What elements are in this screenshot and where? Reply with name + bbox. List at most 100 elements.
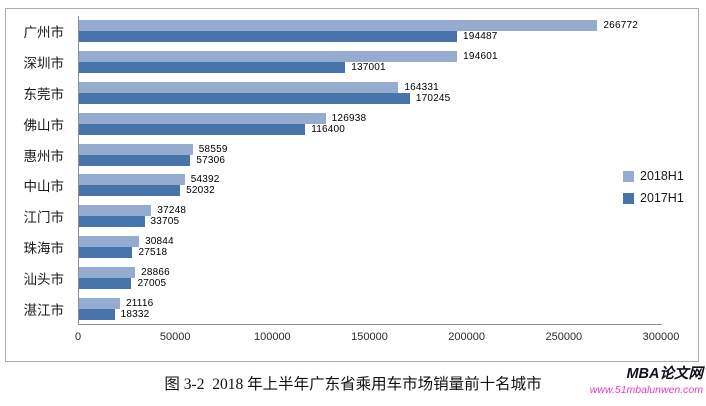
bar-line-2018h1: 126938 (79, 112, 662, 124)
bar-2018h1 (79, 205, 152, 217)
watermark-brand: MBA论文网 (626, 366, 703, 382)
bar-line-2018h1: 30844 (79, 235, 662, 247)
bar-2017h1 (79, 216, 145, 228)
bar-2018h1 (79, 235, 139, 247)
bar-group: 266772 194487 (79, 16, 662, 47)
bar-2017h1 (79, 123, 306, 135)
bar-line-2017h1: 27518 (79, 246, 662, 258)
bar-line-2017h1: 137001 (79, 62, 662, 74)
bar-line-2017h1: 194487 (79, 31, 662, 43)
bar-group: 54392 52032 (79, 170, 662, 201)
bar-group: 164331 170245 (79, 78, 662, 109)
bar-2018h1 (79, 81, 399, 93)
bar-group: 58559 57306 (79, 139, 662, 170)
bar-value-label: 58559 (198, 143, 228, 155)
bar-2017h1 (79, 246, 133, 258)
bar-line-2017h1: 170245 (79, 92, 662, 104)
bar-group: 126938 116400 (79, 108, 662, 139)
bar-2018h1 (79, 174, 185, 186)
bar-2017h1 (79, 62, 346, 74)
category-label: 惠州市 (23, 148, 65, 164)
bar-2017h1 (79, 92, 410, 104)
category-label: 江门市 (23, 210, 65, 226)
bar-value-label: 27518 (138, 246, 168, 258)
bar-line-2018h1: 28866 (79, 266, 662, 278)
bar-value-label: 30844 (144, 235, 174, 247)
bar-value-label: 194487 (462, 31, 498, 43)
bar-group: 28866 27005 (79, 262, 662, 293)
bar-line-2018h1: 54392 (79, 174, 662, 186)
plot-area: 266772 194487 194601 137001 164331 170245 1269… (78, 16, 662, 325)
bar-2017h1 (79, 277, 132, 289)
legend: 2018H1 2017H1 (623, 169, 684, 213)
bar-line-2017h1: 57306 (79, 154, 662, 166)
bar-2017h1 (79, 31, 457, 43)
bar-group: 21116 18332 (79, 293, 662, 324)
figure-caption: 图 3-2 2018 年上半年广东省乘用车市场销量前十名城市 (164, 376, 542, 393)
x-axis-tick-label: 100000 (253, 331, 291, 343)
bar-value-label: 21116 (126, 297, 154, 309)
bar-2017h1 (79, 154, 191, 166)
category-label: 汕头市 (23, 271, 65, 287)
bar-group: 30844 27518 (79, 232, 662, 263)
category-label: 东莞市 (23, 86, 65, 102)
chart-frame: 广州市深圳市东莞市佛山市惠州市中山市江门市珠海市汕头市湛江市 266772 194… (5, 8, 699, 362)
bar-value-label: 266772 (603, 20, 638, 32)
legend-label: 2018H1 (640, 169, 684, 183)
bar-value-label: 164331 (404, 81, 439, 93)
bar-value-label: 126938 (331, 112, 367, 124)
bar-group: 37248 33705 (79, 201, 662, 232)
bar-line-2017h1: 116400 (79, 123, 662, 135)
bar-line-2018h1: 21116 (79, 297, 662, 309)
x-axis-tick-label: 150000 (351, 331, 388, 343)
category-label: 湛江市 (23, 302, 65, 318)
bar-value-label: 18332 (120, 308, 150, 320)
bar-value-label: 137001 (351, 62, 386, 74)
bar-value-label: 57306 (196, 154, 226, 166)
x-axis-tick-label: 250000 (545, 331, 583, 343)
bar-value-label: 52032 (186, 185, 215, 197)
bar-2018h1 (79, 143, 193, 155)
category-label: 广州市 (23, 25, 65, 41)
x-axis-tick-label: 50000 (159, 331, 191, 343)
bar-2018h1 (79, 20, 598, 32)
bar-group: 194601 137001 (79, 47, 662, 78)
watermark-url: www.51mbalunwen.com (589, 384, 703, 396)
legend-item-2018h1: 2018H1 (623, 169, 684, 183)
bar-line-2018h1: 266772 (79, 20, 662, 32)
x-axis-tick-label: 0 (74, 331, 82, 343)
category-label: 佛山市 (23, 117, 65, 133)
category-label: 深圳市 (23, 56, 65, 72)
bar-2018h1 (79, 112, 326, 124)
watermark: MBA论文网 www.51mbalunwen.com (590, 366, 703, 396)
bar-value-label: 194601 (463, 51, 498, 63)
bar-line-2018h1: 164331 (79, 81, 662, 93)
bar-line-2017h1: 52032 (79, 185, 662, 197)
legend-swatch-icon (623, 170, 634, 182)
category-label: 中山市 (23, 179, 65, 195)
bar-2017h1 (79, 308, 115, 320)
x-axis-tick-labels: 0 50000 100000 150000 200000 250000 300000 (74, 331, 679, 347)
bar-value-label: 116400 (311, 123, 346, 135)
bar-value-label: 37248 (157, 205, 187, 217)
bar-value-label: 33705 (150, 216, 180, 228)
bar-line-2018h1: 37248 (79, 205, 662, 217)
bar-2018h1 (79, 51, 458, 63)
bar-value-label: 27005 (137, 277, 167, 289)
bar-value-label: 170245 (415, 92, 451, 104)
bar-2018h1 (79, 266, 136, 278)
legend-item-2017h1: 2017H1 (623, 191, 684, 205)
x-axis-tick-label: 300000 (642, 331, 680, 343)
legend-label: 2017H1 (640, 191, 684, 205)
bar-line-2018h1: 58559 (79, 143, 662, 155)
bar-line-2018h1: 194601 (79, 51, 662, 63)
bar-line-2017h1: 18332 (79, 308, 662, 320)
x-axis-tick-label: 200000 (448, 331, 486, 343)
bar-line-2017h1: 33705 (79, 216, 662, 228)
bar-2018h1 (79, 297, 121, 309)
bar-value-label: 54392 (190, 174, 220, 186)
category-label: 珠海市 (23, 240, 65, 256)
legend-swatch-icon (623, 192, 634, 204)
bar-2017h1 (79, 185, 181, 197)
bar-value-label: 28866 (141, 266, 170, 278)
